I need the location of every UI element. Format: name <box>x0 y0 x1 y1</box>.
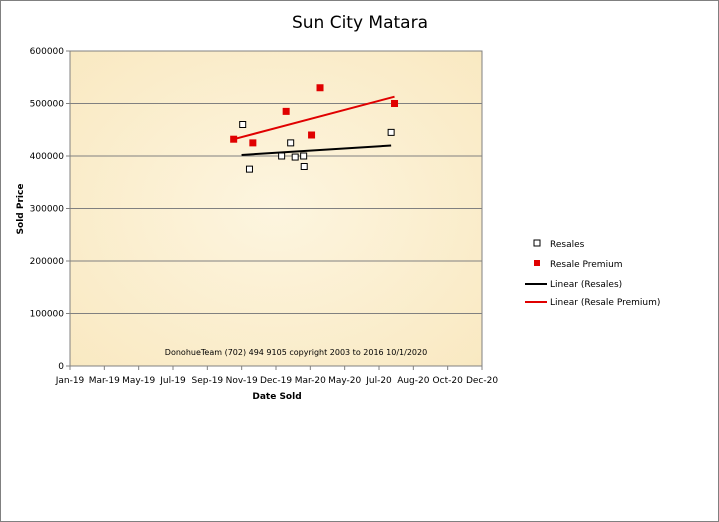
trendline <box>233 95 395 141</box>
data-point-resales <box>278 152 286 160</box>
data-point-resale-premium <box>391 100 399 107</box>
legend-marker-resales <box>533 239 541 247</box>
gridlines <box>70 103 482 314</box>
y-tick-label: 200000 <box>30 257 65 267</box>
data-point-resales <box>300 163 308 170</box>
x-tick-label: Mar-19 <box>89 376 120 386</box>
x-tick-label: Jan-19 <box>55 376 85 386</box>
data-point-resales <box>291 153 299 161</box>
x-tick-label: Oct-20 <box>433 376 464 386</box>
data-point-resale-premium <box>308 131 316 139</box>
trendlines <box>233 95 395 156</box>
data-point-resales <box>245 165 253 173</box>
x-tick-label: Sep-19 <box>191 376 223 386</box>
y-tick-label: 400000 <box>30 152 65 162</box>
x-tick-label: Nov-19 <box>226 376 258 386</box>
x-tick-label: Dec-20 <box>466 376 498 386</box>
data-point-resales <box>239 121 247 128</box>
x-tick-label: May-20 <box>328 376 361 386</box>
legend-marker-resale-premium <box>534 260 540 266</box>
legend-label-linear-resale-premium: Linear (Resale Premium) <box>550 298 660 308</box>
x-tick-label: May-19 <box>122 376 155 386</box>
data-point-resale-premium <box>230 135 238 143</box>
x-tick-label: Mar-20 <box>295 376 326 386</box>
legend: Resales Resale Premium Linear (Resales) … <box>525 239 660 308</box>
data-point-resales <box>287 139 295 147</box>
x-tick-label: Jul-20 <box>365 376 392 386</box>
legend-label-resale-premium: Resale Premium <box>550 260 623 270</box>
y-tick-label: 500000 <box>30 100 65 110</box>
x-axis-title: Date Sold <box>252 392 301 402</box>
x-tick-label: Aug-20 <box>397 376 430 386</box>
data-point-resale-premium <box>282 107 290 115</box>
data-point-resales <box>387 128 395 136</box>
y-tick-label: 0 <box>58 362 64 372</box>
y-axis-ticks: 0 100000 200000 300000 400000 500000 600000 <box>30 47 70 372</box>
legend-label-resales: Resales <box>550 240 585 250</box>
legend-label-linear-resales: Linear (Resales) <box>550 280 622 290</box>
y-axis-title: Sold Price <box>16 184 26 235</box>
data-points <box>230 84 399 173</box>
footer-copyright: DonohueTeam (702) 494 9105 copyright 200… <box>165 348 427 357</box>
trendline <box>241 144 392 156</box>
y-tick-label: 100000 <box>30 310 65 320</box>
data-point-resale-premium <box>249 139 257 147</box>
x-axis-ticks: Jan-19 Mar-19 May-19 Jul-19 Sep-19 Nov-19 Dec-… <box>55 366 498 386</box>
data-point-resales <box>300 152 308 160</box>
data-point-resale-premium <box>316 84 324 92</box>
x-tick-label: Dec-19 <box>260 376 292 386</box>
y-tick-label: 300000 <box>30 205 65 215</box>
y-tick-label: 600000 <box>30 47 65 57</box>
chart-title: Sun City Matara <box>292 13 428 33</box>
x-tick-label: Jul-19 <box>159 376 186 386</box>
